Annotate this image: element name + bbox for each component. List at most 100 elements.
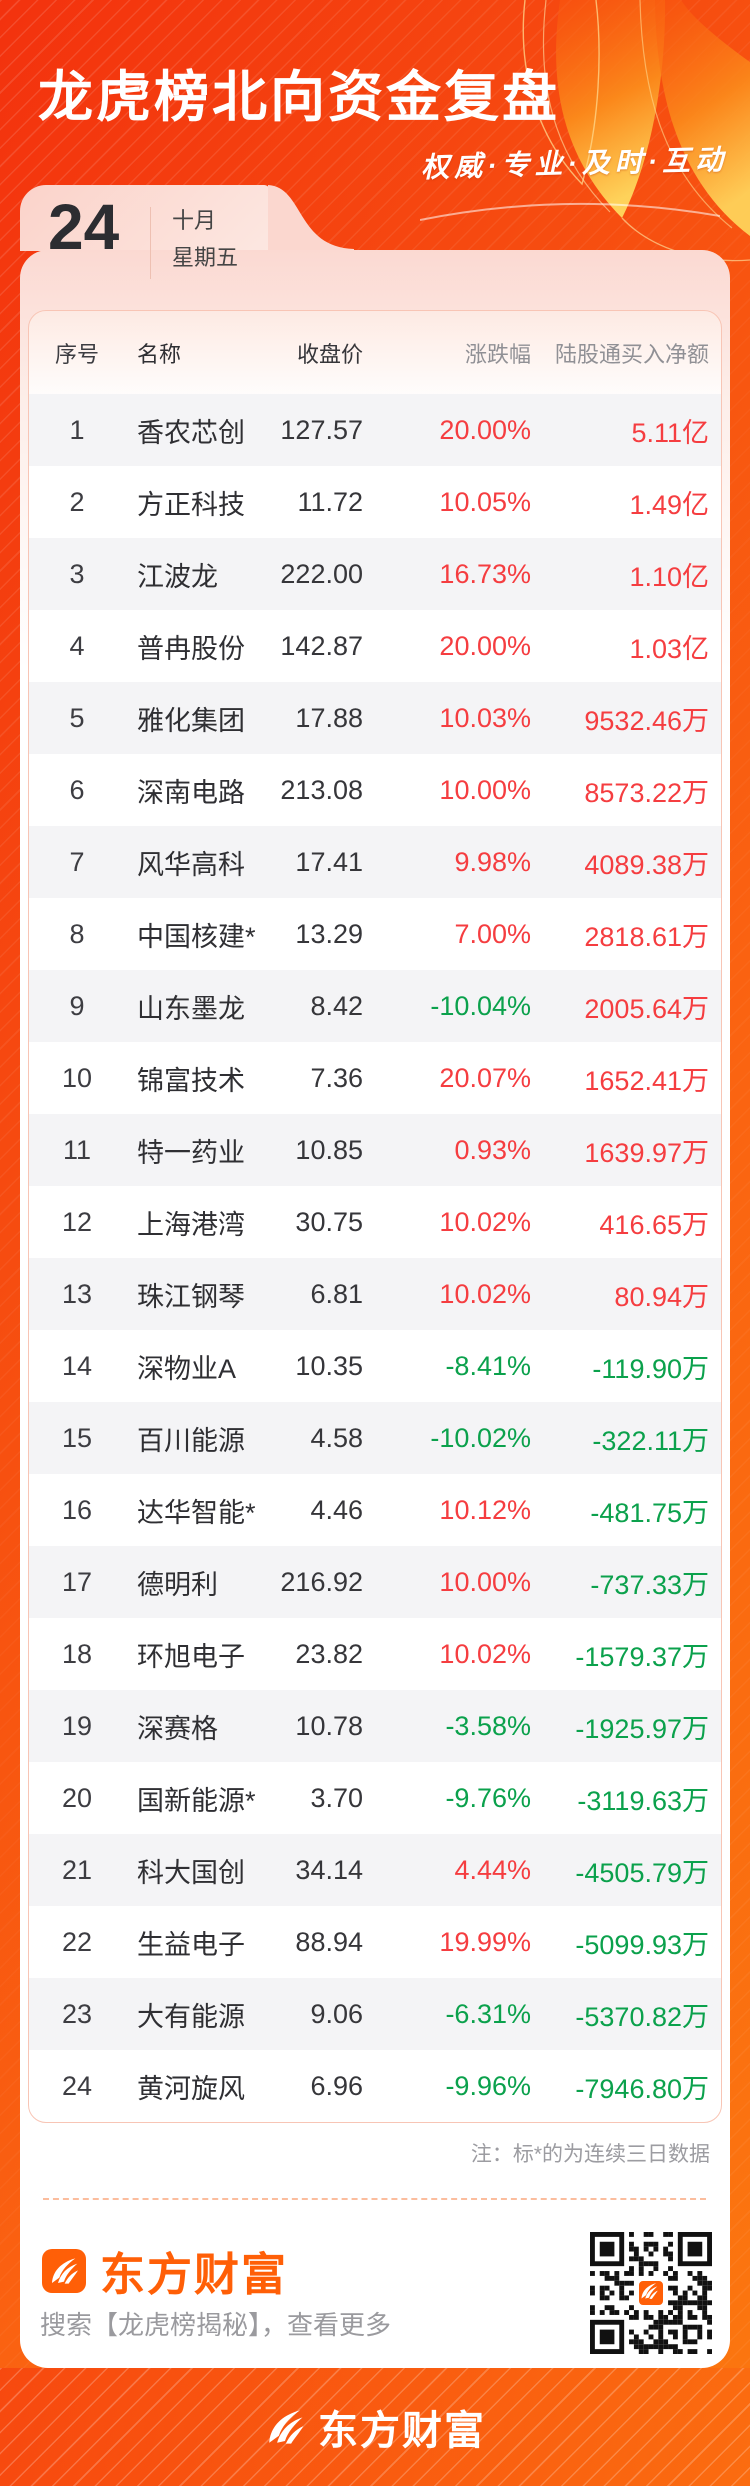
date-weekday: 星期五 [172, 245, 239, 270]
date-divider [150, 207, 151, 279]
table-row: 4 普冉股份 142.87 20.00% 1.03亿 [29, 610, 721, 682]
change-cell: 10.03% [439, 702, 531, 733]
content-panel: 东方财富 东方财富 东方财富 序号 名称 收盘价 涨跌幅 陆股通买入净额 1 香… [20, 250, 730, 2368]
table-row: 12 上海港湾 30.75 10.02% 416.65万 [29, 1186, 721, 1258]
name-cell: 深物业A [137, 1353, 237, 1384]
net-cell: 2818.61万 [584, 921, 709, 952]
name-cell: 达华智能* [137, 1497, 256, 1528]
change-cell: 10.12% [439, 1494, 531, 1525]
net-cell: 1.10亿 [629, 561, 709, 592]
name-cell: 大有能源 [137, 2001, 245, 2032]
table-row: 23 大有能源 9.06 -6.31% -5370.82万 [29, 1978, 721, 2050]
change-cell: -8.41% [445, 1350, 531, 1381]
change-cell: 0.93% [454, 1134, 531, 1165]
name-cell: 国新能源* [137, 1785, 256, 1816]
table-row: 1 香农芯创 127.57 20.00% 5.11亿 [29, 394, 721, 466]
change-cell: 10.00% [439, 1566, 531, 1597]
eastmoney-app-icon [42, 2248, 86, 2293]
name-cell: 方正科技 [137, 489, 245, 520]
close-cell: 10.85 [295, 1134, 363, 1165]
net-cell: 1.49亿 [629, 489, 709, 520]
eastmoney-swoosh-icon [48, 2255, 80, 2287]
close-cell: 13.29 [295, 918, 363, 949]
net-cell: -322.11万 [592, 1425, 709, 1456]
eastmoney-swoosh-icon [639, 2281, 659, 2301]
rank-cell: 12 [61, 1206, 93, 1237]
table-row: 14 深物业A 10.35 -8.41% -119.90万 [29, 1330, 721, 1402]
close-cell: 213.08 [280, 774, 363, 805]
date-card [20, 185, 270, 251]
change-cell: 9.98% [454, 846, 531, 877]
table-row: 20 国新能源* 3.70 -9.76% -3119.63万 [29, 1762, 721, 1834]
table-row: 16 达华智能* 4.46 10.12% -481.75万 [29, 1474, 721, 1546]
rank-cell: 9 [69, 990, 85, 1021]
net-cell: 1652.41万 [584, 1065, 709, 1096]
brand-name: 东方财富 [100, 2249, 289, 2300]
close-cell: 142.87 [280, 630, 363, 661]
stocks-table: 序号 名称 收盘价 涨跌幅 陆股通买入净额 1 香农芯创 127.57 20.0… [28, 310, 722, 2123]
name-cell: 科大国创 [137, 1857, 245, 1888]
change-cell: 19.99% [439, 1926, 531, 1957]
rank-cell: 21 [61, 1854, 93, 1885]
close-cell: 23.82 [295, 1638, 363, 1669]
table-row: 17 德明利 216.92 10.00% -737.33万 [29, 1546, 721, 1618]
net-cell: 9532.46万 [584, 705, 709, 736]
date-card-curve [268, 185, 354, 251]
net-cell: 5.11亿 [631, 417, 709, 448]
bottom-bar: 东方财富 [0, 2368, 750, 2486]
rank-cell: 7 [69, 846, 85, 877]
table-row: 21 科大国创 34.14 4.44% -4505.79万 [29, 1834, 721, 1906]
net-cell: 1639.97万 [584, 1137, 709, 1168]
change-cell: -6.31% [445, 1998, 531, 2029]
brand-row: 东方财富 [42, 2238, 288, 2303]
name-cell: 雅化集团 [137, 705, 245, 736]
net-cell: -737.33万 [590, 1569, 709, 1600]
rank-cell: 23 [61, 1998, 93, 2029]
name-cell: 风华高科 [137, 849, 245, 880]
table-row: 6 深南电路 213.08 10.00% 8573.22万 [29, 754, 721, 826]
close-cell: 34.14 [295, 1854, 363, 1885]
change-cell: 4.44% [454, 1854, 531, 1885]
rank-cell: 1 [69, 414, 85, 445]
table-row: 22 生益电子 88.94 19.99% -5099.93万 [29, 1906, 721, 1978]
table-row: 9 山东墨龙 8.42 -10.04% 2005.64万 [29, 970, 721, 1042]
name-cell: 生益电子 [137, 1929, 245, 1960]
rank-cell: 13 [61, 1278, 93, 1309]
net-cell: 2005.64万 [584, 993, 709, 1024]
change-cell: -3.58% [445, 1710, 531, 1741]
bottom-bar-stripes [0, 2368, 750, 2486]
name-cell: 珠江钢琴 [137, 1281, 245, 1312]
footnote: 注：标*的为连续三日数据 [470, 2143, 710, 2166]
table-row: 15 百川能源 4.58 -10.02% -322.11万 [29, 1402, 721, 1474]
net-cell: 80.94万 [614, 1281, 709, 1312]
rank-cell: 14 [61, 1350, 93, 1381]
close-cell: 30.75 [295, 1206, 363, 1237]
slogan-underline-arc [420, 202, 720, 221]
net-cell: -481.75万 [590, 1497, 709, 1528]
change-cell: -9.96% [445, 2070, 531, 2101]
brand-slogan: 权威·专业·及时·互动 [420, 143, 729, 184]
qr-pattern [590, 2232, 712, 2354]
name-cell: 深赛格 [137, 1713, 218, 1744]
change-cell: 20.00% [439, 630, 531, 661]
close-cell: 9.06 [310, 1998, 363, 2029]
rank-cell: 2 [69, 486, 85, 517]
qr-center-logo [637, 2279, 665, 2307]
change-cell: 10.02% [439, 1206, 531, 1237]
close-cell: 17.88 [295, 702, 363, 733]
table-row: 13 珠江钢琴 6.81 10.02% 80.94万 [29, 1258, 721, 1330]
table-header-row: 序号 名称 收盘价 涨跌幅 陆股通买入净额 [29, 311, 721, 394]
change-cell: 10.02% [439, 1278, 531, 1309]
name-cell: 上海港湾 [137, 1209, 245, 1240]
rank-cell: 18 [61, 1638, 93, 1669]
net-cell: -3119.63万 [577, 1785, 709, 1816]
change-cell: 7.00% [454, 918, 531, 949]
rank-cell: 3 [69, 558, 85, 589]
search-tip: 搜索【龙虎榜揭秘】，查看更多 [40, 2310, 392, 2340]
column-header-name: 名称 [137, 341, 182, 367]
change-cell: -10.02% [430, 1422, 531, 1453]
change-cell: 10.05% [439, 486, 531, 517]
table-row: 18 环旭电子 23.82 10.02% -1579.37万 [29, 1618, 721, 1690]
name-cell: 深南电路 [137, 777, 245, 808]
close-cell: 222.00 [280, 558, 363, 589]
